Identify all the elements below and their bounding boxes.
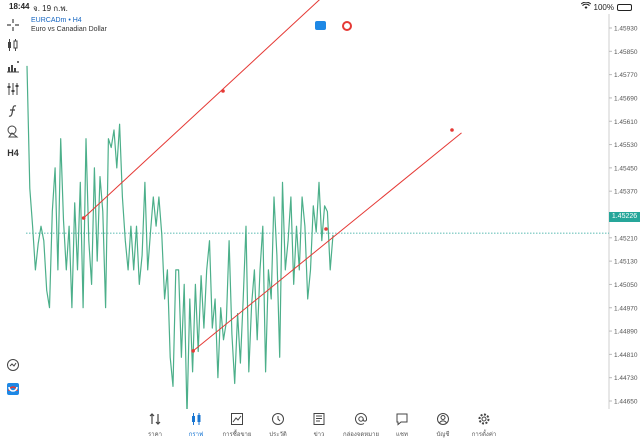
y-tick-label: 1.45050 xyxy=(614,282,638,289)
left-toolbar: H4 xyxy=(0,14,26,409)
y-tick-label: 1.45370 xyxy=(614,189,638,196)
nav-label: แชท xyxy=(396,432,408,438)
trend-line xyxy=(83,0,320,219)
symbol-info: EURCADm • H4 Euro vs Canadian Dollar xyxy=(31,16,107,34)
nav-news[interactable]: ข่าว xyxy=(299,411,339,439)
chart-icon xyxy=(192,413,201,425)
battery-percent: 100% xyxy=(593,2,614,12)
timeframe-label: H4 xyxy=(7,148,19,158)
bottom-nav: ราคา กราฟ การซื้อขาย ประวัติ ข่าว กล่องจ… xyxy=(0,409,640,447)
y-tick-label: 1.44730 xyxy=(614,375,638,382)
nav-chart[interactable]: กราฟ xyxy=(176,411,216,439)
indicators-icon[interactable] xyxy=(4,58,22,76)
nav-label: การซื้อขาย xyxy=(222,432,252,438)
history-icon xyxy=(272,413,284,425)
one-click-trading xyxy=(315,21,352,31)
y-tick-label: 1.45850 xyxy=(614,49,638,56)
trend-line xyxy=(192,132,462,352)
trend-line-anchor xyxy=(324,227,328,231)
nav-quotes[interactable]: ราคา xyxy=(135,411,175,439)
symbol-description: Euro vs Canadian Dollar xyxy=(31,26,107,33)
symbol-label[interactable]: EURCADm • H4 xyxy=(31,17,82,24)
news-icon xyxy=(313,413,325,425)
nav-mailbox[interactable]: กล่องจดหมาย xyxy=(341,411,381,439)
wifi-icon xyxy=(580,1,591,12)
y-tick-label: 1.44810 xyxy=(614,352,638,359)
sell-icon[interactable] xyxy=(342,21,352,31)
shapes-icon[interactable] xyxy=(4,122,22,140)
chat-icon xyxy=(396,413,408,426)
trade-icon xyxy=(231,413,243,425)
nav-label: บัญชี xyxy=(436,432,450,438)
trend-line-anchor xyxy=(81,216,86,220)
nav-label: ข่าว xyxy=(313,432,325,438)
status-bar: 18:44 จ. 19 ก.พ. 100% xyxy=(0,0,640,14)
y-tick-label: 1.45690 xyxy=(614,95,638,102)
y-tick-label: 1.45210 xyxy=(614,235,638,242)
nav-settings[interactable]: การตั้งค่า xyxy=(464,411,504,439)
nav-trade[interactable]: การซื้อขาย xyxy=(217,411,257,439)
crosshair-icon[interactable] xyxy=(4,16,22,34)
status-date: จ. 19 ก.พ. xyxy=(33,4,68,13)
nav-label: ประวัติ xyxy=(269,432,287,438)
price-chart[interactable]: 1.45930 1.45850 1.45770 1.45690 1.45610 1.455… xyxy=(0,0,640,435)
mailbox-icon xyxy=(355,412,368,425)
nav-label: กล่องจดหมาย xyxy=(342,432,380,438)
quotes-icon xyxy=(149,413,161,425)
y-tick-label: 1.44650 xyxy=(614,399,638,406)
nav-label: กราฟ xyxy=(188,432,204,438)
trend-line-anchor xyxy=(221,89,225,93)
y-tick-label: 1.45610 xyxy=(614,119,638,126)
nav-account[interactable]: บัญชี xyxy=(423,411,463,439)
y-tick-label: 1.45450 xyxy=(614,165,638,172)
account-icon xyxy=(437,413,449,425)
nav-label: การตั้งค่า xyxy=(471,432,497,438)
timeframe-icon[interactable]: H4 xyxy=(4,144,22,162)
trend-line-anchor xyxy=(191,349,195,353)
nav-label: ราคา xyxy=(148,432,162,438)
status-right: 100% xyxy=(580,1,632,12)
y-tick-label: 1.44890 xyxy=(614,329,638,336)
nav-chat[interactable]: แชท xyxy=(382,411,422,439)
candlestick-icon[interactable] xyxy=(4,36,22,54)
nav-history[interactable]: ประวัติ xyxy=(258,411,298,439)
y-tick-label: 1.45130 xyxy=(614,259,638,266)
y-tick-label: 1.45930 xyxy=(614,26,638,33)
battery-icon xyxy=(617,3,632,11)
y-tick-label: 1.45530 xyxy=(614,142,638,149)
chart-area[interactable]: 1.45930 1.45850 1.45770 1.45690 1.45610 1.455… xyxy=(0,0,640,435)
y-tick-label: 1.44970 xyxy=(614,305,638,312)
y-tick-label: 1.45770 xyxy=(614,72,638,79)
buy-icon[interactable] xyxy=(315,21,326,30)
function-icon[interactable] xyxy=(4,102,22,120)
zoom-icon[interactable] xyxy=(4,356,22,374)
app-logo-icon[interactable] xyxy=(4,380,22,398)
settings-sliders-icon[interactable] xyxy=(4,80,22,98)
price-line-series xyxy=(26,65,334,417)
trend-line-anchor xyxy=(450,128,454,132)
current-price-badge: 1.45226 xyxy=(609,212,640,222)
status-time: 18:44 xyxy=(9,2,30,11)
settings-icon xyxy=(478,413,490,425)
